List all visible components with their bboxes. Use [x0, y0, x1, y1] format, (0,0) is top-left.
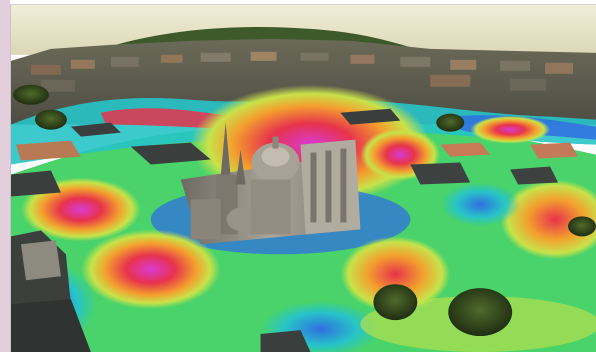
city-heatmap-render [11, 5, 596, 352]
image-frame [10, 4, 596, 352]
hotspot-lower-left [80, 229, 221, 310]
tree-cluster-left [12, 84, 49, 105]
rooftops-foreground [11, 108, 579, 352]
tree-right-edge [568, 216, 596, 237]
tree-left-back [34, 109, 67, 130]
hotspot-right [500, 179, 596, 260]
coolspot-right [440, 182, 521, 227]
distant-rooftops [30, 51, 574, 92]
hotspot-lower-center [340, 236, 451, 313]
tree-right-bottom [448, 288, 513, 337]
left-border-band [0, 0, 10, 352]
hotspot-right-top [470, 115, 551, 144]
tree-center-bottom [373, 284, 418, 321]
tree-mid-right [436, 113, 465, 132]
cathedral [180, 122, 361, 245]
hotspot-left [20, 177, 141, 242]
